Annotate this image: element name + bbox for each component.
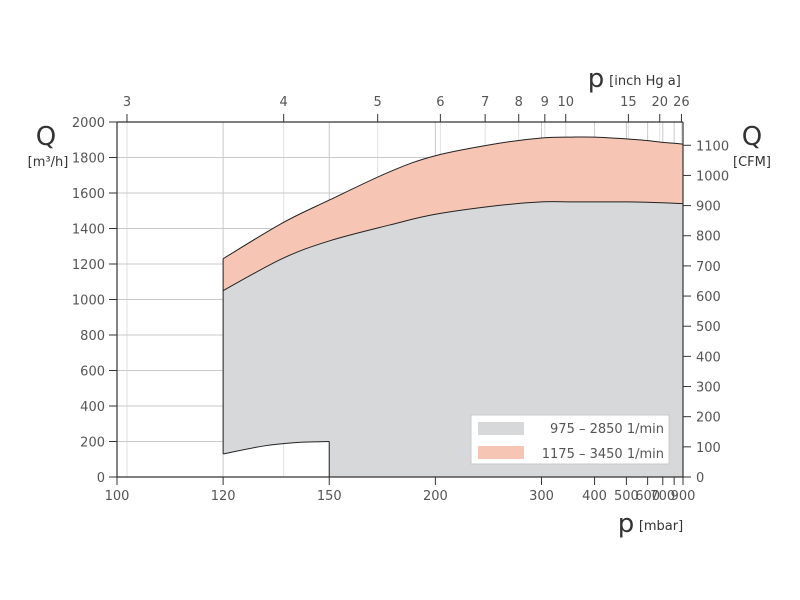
x-top-symbol: p: [588, 64, 605, 94]
x-top-tick-label: 6: [436, 95, 444, 110]
x-bottom-tick-label: 500: [614, 489, 639, 504]
x-top-unit: [inch Hg a]: [609, 74, 681, 89]
area-1175-3450: [223, 136, 683, 291]
legend: 975 – 2850 1/min 1175 – 3450 1/min: [470, 414, 670, 465]
x-top-tick-label: 10: [557, 95, 574, 110]
y-left-tick-label: 1800: [72, 152, 105, 167]
y-left-tick-label: 1400: [72, 223, 105, 238]
y-right-unit: [CFM]: [733, 155, 771, 170]
legend-label-gray: 975 – 2850 1/min: [550, 422, 664, 437]
y-right-tick-label: 100: [696, 441, 721, 456]
x-bottom-tick-label: 100: [105, 489, 130, 504]
y-right-tick-label: 300: [696, 381, 721, 396]
y-right-tick-label: 700: [696, 260, 721, 275]
x-bottom-tick-label: 300: [529, 489, 554, 504]
y-right-tick-label: 900: [696, 200, 721, 215]
y-right-tick-label: 600: [696, 290, 721, 305]
x-bottom-symbol: p: [618, 509, 635, 539]
y-left-unit: [m³/h]: [28, 155, 69, 170]
x-bottom-tick-label: 150: [317, 489, 342, 504]
x-bottom-tick-label: 200: [423, 489, 448, 504]
legend-swatch-salmon: [478, 446, 524, 459]
y-left-tick-label: 1000: [72, 294, 105, 309]
y-left-tick-label: 2000: [72, 116, 105, 131]
curve-1175-3450: [222, 136, 684, 260]
series-areas: [222, 136, 684, 477]
y-left-tick-label: 800: [80, 329, 105, 344]
legend-swatch-gray: [478, 422, 524, 435]
y-right-tick-label: 800: [696, 230, 721, 245]
axis-labels: Q [m³/h] Q [CFM] p [inch Hg a] p [mbar]: [28, 64, 771, 539]
x-top-tick-label: 7: [481, 95, 489, 110]
y-right-tick-label: 1100: [696, 139, 729, 154]
x-bottom-tick-label: 400: [582, 489, 607, 504]
area-975-2850: [223, 201, 683, 477]
y-left-tick-label: 600: [80, 365, 105, 380]
x-bottom-tick-label: 900: [671, 489, 696, 504]
x-top-tick-label: 26: [673, 95, 690, 110]
x-top-tick-label: 15: [620, 95, 637, 110]
y-left-tick-label: 1600: [72, 187, 105, 202]
curve-975-2850: [222, 201, 684, 292]
y-right-tick-label: 1000: [696, 169, 729, 184]
x-top-tick-label: 9: [541, 95, 549, 110]
cutout-curve: [223, 441, 330, 455]
x-bottom-unit: [mbar]: [639, 519, 683, 534]
x-top-tick-label: 3: [123, 95, 131, 110]
x-top-tick-label: 5: [374, 95, 382, 110]
x-bottom-tick-label: 120: [211, 489, 236, 504]
x-top-tick-label: 20: [651, 95, 668, 110]
y-left-tick-label: 400: [80, 400, 105, 415]
y-left-tick-label: 0: [97, 471, 105, 486]
y-left-tick-label: 200: [80, 436, 105, 451]
y-right-tick-label: 500: [696, 320, 721, 335]
legend-label-salmon: 1175 – 3450 1/min: [542, 447, 664, 462]
y-right-tick-label: 400: [696, 350, 721, 365]
x-bottom-tick-label: 700: [650, 489, 675, 504]
x-bottom-tick-label: 600: [635, 489, 660, 504]
y-right-tick-label: 0: [696, 471, 704, 486]
x-top-tick-label: 4: [280, 95, 288, 110]
x-top-tick-label: 8: [515, 95, 523, 110]
y-left-symbol: Q: [36, 122, 56, 152]
y-left-tick-label: 1200: [72, 258, 105, 273]
y-right-symbol: Q: [742, 122, 762, 152]
y-right-tick-label: 200: [696, 411, 721, 426]
